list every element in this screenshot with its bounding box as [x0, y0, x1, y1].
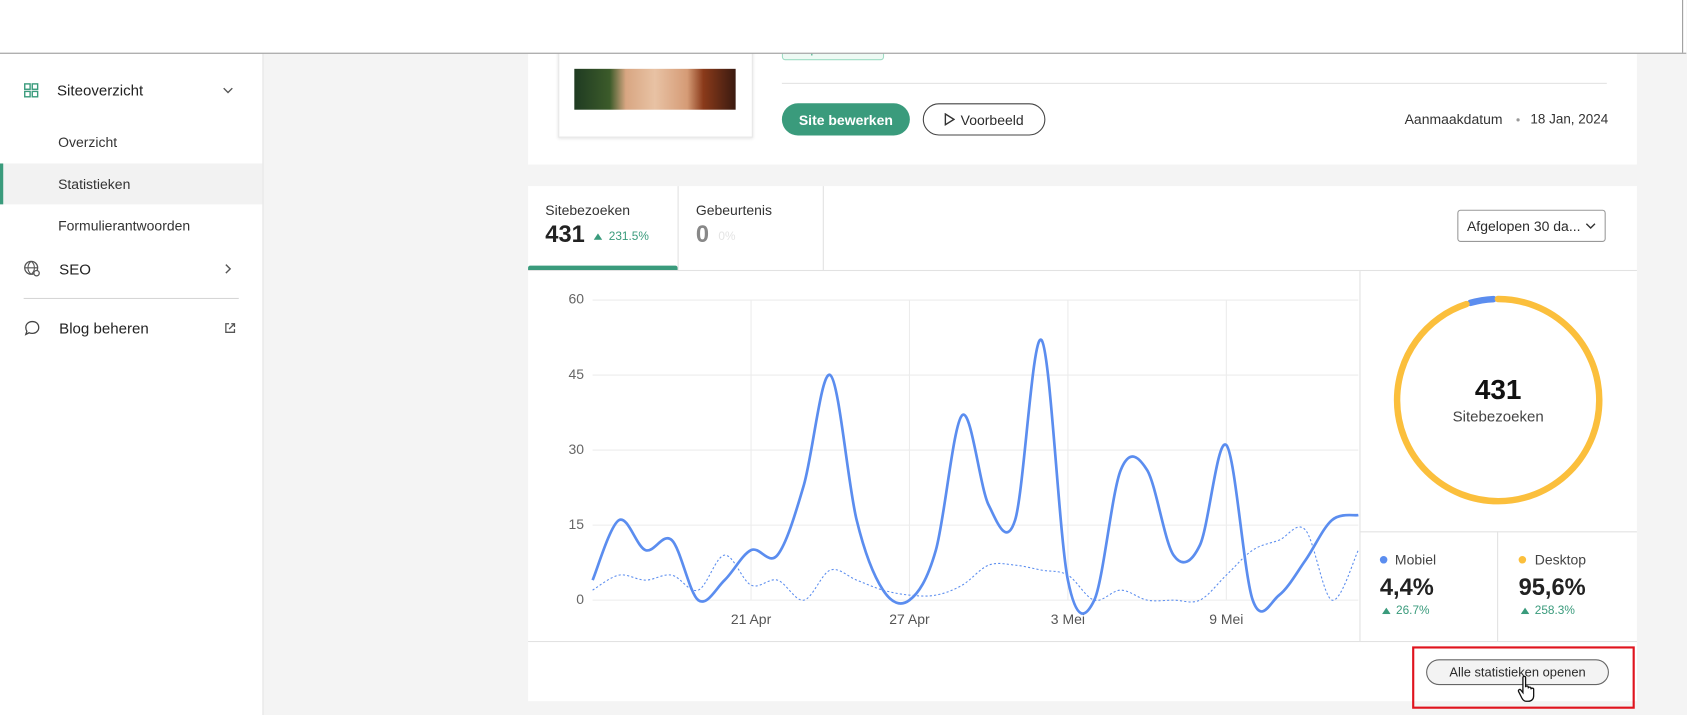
tab-change: 231.5% [608, 230, 649, 244]
up-arrow [1382, 607, 1391, 615]
legend-dot [1518, 556, 1527, 564]
tab-label[interactable]: Gebeurtenis [695, 202, 773, 219]
dot [1516, 118, 1520, 122]
created-label: Aanmaakdatum [1404, 111, 1503, 128]
period-select[interactable]: Afgelopen 30 da... [1457, 209, 1606, 242]
external-link-icon[interactable] [224, 322, 237, 335]
play-icon [944, 112, 956, 126]
separator [528, 640, 1637, 643]
legend-change: 258.3% [1534, 604, 1575, 618]
tab-value: 431 [545, 220, 585, 248]
preview-button[interactable]: Voorbeeld [922, 103, 1046, 136]
legend-value: 4,4% [1379, 573, 1434, 601]
up-arrow [1520, 607, 1530, 615]
nav-item[interactable]: SEO [59, 260, 91, 278]
chevron-right[interactable] [224, 263, 233, 274]
cursor-hand [1517, 675, 1535, 702]
series-line [591, 338, 1359, 615]
tab-value: 0 [695, 220, 710, 248]
tab-divider [677, 186, 679, 270]
nav-subitem[interactable]: Formulierantwoorden [58, 217, 191, 234]
separator [1359, 271, 1361, 641]
tab-divider [822, 186, 824, 270]
sidebar-divider [23, 297, 239, 299]
x-tick-label: 21 Apr [731, 611, 772, 627]
legend-dot [1379, 556, 1388, 564]
tab-label[interactable]: Sitebezoeken [545, 202, 631, 219]
seo-icon [24, 260, 40, 277]
highlight-box [1412, 646, 1635, 709]
legend-value: 95,6% [1518, 573, 1586, 601]
y-tick-label: 15 [568, 516, 584, 532]
donut-chart: 431 Sitebezoeken [1393, 295, 1603, 505]
donut-center-value: 431 [1475, 374, 1522, 405]
nav-item[interactable]: Siteoverzicht [57, 81, 144, 99]
nav-subitem[interactable]: Overzicht [58, 133, 118, 151]
legend-change: 26.7% [1395, 604, 1430, 618]
scrollbar-edge [1682, 0, 1684, 53]
donut-center-label: Sitebezoeken [1453, 408, 1544, 425]
x-tick-label: 27 Apr [889, 611, 930, 627]
separator [528, 269, 1637, 272]
y-tick-label: 0 [576, 591, 584, 607]
x-tick-label: 3 Mei [1051, 611, 1085, 627]
selected-item-bg [0, 163, 263, 205]
line-chart: 0 15 30 45 60 21 Apr 27 Apr 3 Mei 9 Mei [568, 291, 1359, 627]
y-tick-label: 30 [568, 441, 584, 457]
active-tab-indicator [528, 265, 678, 270]
stats-card [528, 186, 1637, 702]
overview-icon [24, 83, 39, 98]
preview-label: Voorbeeld [960, 111, 1024, 128]
nav-item[interactable]: Blog beheren [59, 319, 149, 337]
sidebar [0, 53, 264, 715]
nav-subitem[interactable]: Statistieken [58, 175, 131, 192]
edit-site-button[interactable]: Site bewerken [781, 103, 910, 136]
open-all-stats-button[interactable]: Alle statistieken openen [1426, 659, 1609, 686]
selected-indicator [0, 163, 4, 205]
x-tick-label: 9 Mei [1209, 611, 1243, 627]
blog-icon [24, 320, 40, 336]
chevron-down[interactable] [223, 86, 234, 95]
separator [1359, 531, 1637, 533]
up-arrow [593, 233, 603, 240]
y-tick-label: 45 [568, 366, 584, 382]
site-thumbnail [574, 68, 736, 110]
created-date: 18 Jan, 2024 [1530, 111, 1609, 127]
series-line [592, 526, 1359, 603]
separator [1497, 531, 1499, 641]
period-label: Afgelopen 30 da... [1466, 217, 1581, 234]
legend-name: Desktop [1534, 551, 1587, 568]
y-tick-label: 60 [568, 291, 584, 307]
chevron-down [1585, 222, 1596, 229]
tab-change: 0% [718, 230, 736, 244]
legend-name: Mobiel [1394, 551, 1437, 568]
separator [781, 82, 1607, 84]
donut-segment [1393, 295, 1603, 505]
top-bar [0, 0, 1687, 54]
